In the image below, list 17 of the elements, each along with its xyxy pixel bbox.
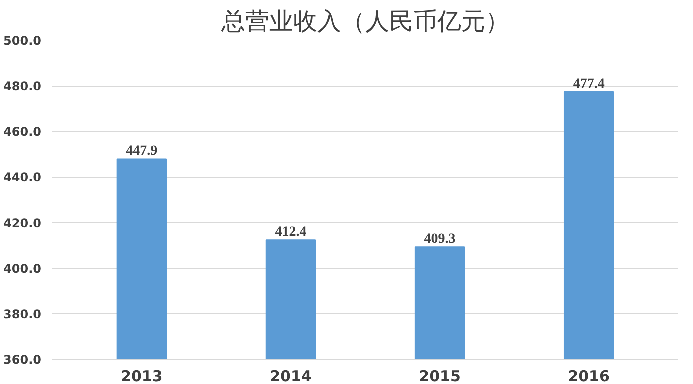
x-tick-label: 2013 (121, 368, 163, 384)
data-label: 412.4 (275, 225, 307, 240)
x-tick-label: 2016 (568, 368, 610, 384)
y-tick-label: 380.0 (4, 307, 42, 322)
x-tick-label: 2014 (270, 368, 312, 384)
data-label: 477.4 (573, 76, 605, 92)
y-tick-label: 440.0 (4, 170, 42, 185)
data-label: 447.9 (126, 144, 158, 160)
y-tick-label: 460.0 (4, 125, 42, 140)
data-label: 409.3 (424, 232, 456, 248)
y-tick-label: 400.0 (4, 262, 42, 276)
y-tick-label: 500.0 (4, 34, 42, 48)
x-tick-label: 2015 (419, 368, 461, 384)
y-tick-label: 420.0 (4, 216, 42, 230)
y-tick-label: 360.0 (4, 353, 42, 367)
chart-title: 总营业收入（人民币亿元） (220, 8, 510, 36)
y-tick-label: 480.0 (4, 80, 42, 94)
